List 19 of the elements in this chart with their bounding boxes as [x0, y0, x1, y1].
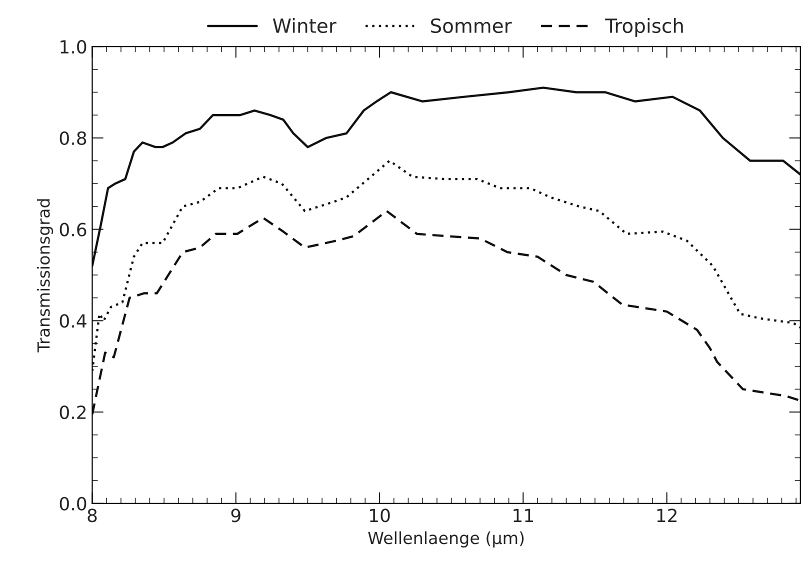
- legend-label: Tropisch: [605, 18, 683, 37]
- y-tick-label: 0.4: [60, 314, 86, 328]
- line-series: [92, 210, 800, 416]
- line-series: [92, 160, 800, 372]
- legend-label: Sommer: [431, 18, 512, 34]
- x-tick-label: 10: [370, 508, 390, 522]
- line-series: [92, 86, 800, 267]
- y-tick-label: 0.0: [60, 496, 86, 511]
- x-tick-label: 9: [231, 508, 240, 522]
- legend-label: Winter: [272, 18, 336, 34]
- y-tick-label: 1.0: [60, 40, 86, 54]
- x-axis-title: Wellenlaenge (μm): [368, 531, 524, 548]
- x-tick-label: 8: [88, 508, 97, 522]
- x-tick-label: 12: [657, 508, 676, 522]
- y-tick-label: 0.2: [60, 406, 86, 420]
- y-axis-title: Transmissionsgrad: [36, 199, 54, 352]
- y-tick-label: 0.6: [60, 222, 86, 236]
- y-tick-label: 0.8: [60, 131, 86, 146]
- x-tick-label: 11: [514, 508, 533, 522]
